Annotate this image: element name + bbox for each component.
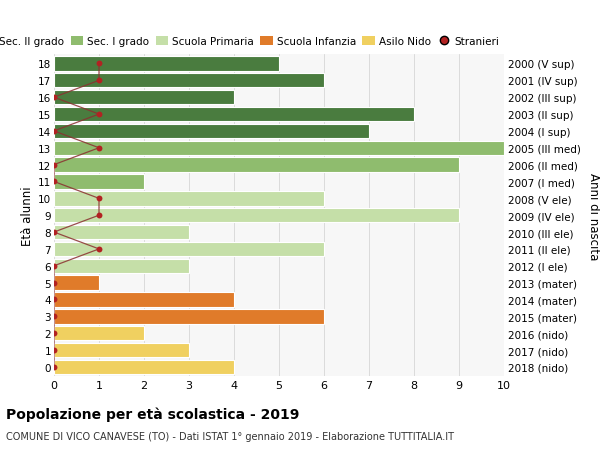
Bar: [54, 91, 234, 105]
Bar: [54, 276, 99, 290]
Point: [49, 280, 59, 287]
Point: [49, 296, 59, 303]
Point: [49, 128, 59, 135]
Bar: [54, 158, 459, 173]
Point: [94, 195, 104, 202]
Y-axis label: Anni di nascita: Anni di nascita: [587, 172, 599, 259]
Bar: [54, 309, 324, 324]
Bar: [54, 225, 189, 240]
Point: [49, 347, 59, 354]
Bar: [54, 360, 234, 374]
Point: [94, 145, 104, 152]
Point: [49, 364, 59, 371]
Bar: [54, 242, 324, 257]
Legend: Sec. II grado, Sec. I grado, Scuola Primaria, Scuola Infanzia, Asilo Nido, Stran: Sec. II grado, Sec. I grado, Scuola Prim…: [0, 37, 499, 47]
Point: [94, 78, 104, 85]
Point: [94, 61, 104, 68]
Point: [49, 330, 59, 337]
Point: [49, 179, 59, 186]
Point: [49, 94, 59, 101]
Bar: [54, 124, 369, 139]
Bar: [54, 259, 189, 274]
Bar: [54, 208, 459, 223]
Bar: [54, 192, 324, 206]
Bar: [54, 108, 414, 122]
Bar: [54, 175, 144, 189]
Point: [49, 313, 59, 320]
Bar: [54, 326, 144, 341]
Point: [94, 212, 104, 219]
Bar: [54, 74, 324, 88]
Point: [49, 263, 59, 270]
Point: [49, 229, 59, 236]
Bar: [54, 343, 189, 358]
Point: [94, 111, 104, 118]
Y-axis label: Età alunni: Età alunni: [21, 186, 34, 246]
Point: [49, 162, 59, 169]
Bar: [54, 141, 504, 156]
Point: [94, 246, 104, 253]
Bar: [54, 57, 279, 72]
Text: COMUNE DI VICO CANAVESE (TO) - Dati ISTAT 1° gennaio 2019 - Elaborazione TUTTITA: COMUNE DI VICO CANAVESE (TO) - Dati ISTA…: [6, 431, 454, 442]
Bar: [54, 293, 234, 307]
Text: Popolazione per età scolastica - 2019: Popolazione per età scolastica - 2019: [6, 406, 299, 421]
